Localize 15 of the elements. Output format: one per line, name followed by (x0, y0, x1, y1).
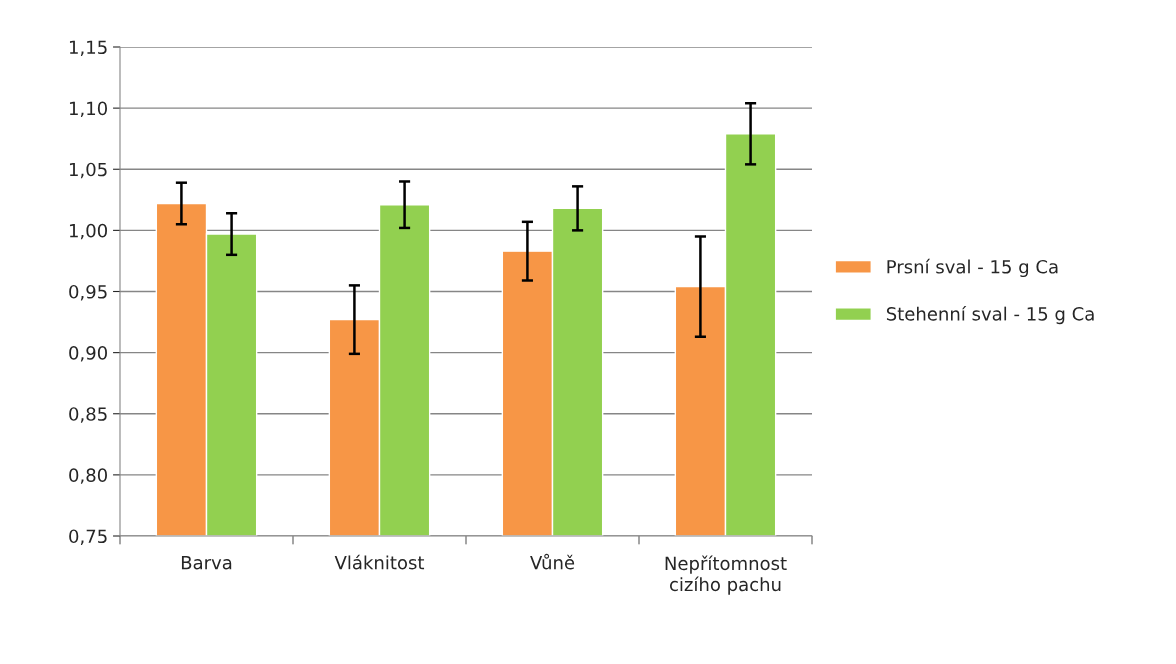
x-tick-label: Barva (181, 556, 232, 570)
x-tick-label: Vůně (530, 553, 575, 570)
x-tick-label: Nepřítomnost cizího pachu (665, 555, 787, 595)
y-tick-label: 1,00 (69, 223, 107, 240)
y-tick-label: 0,95 (69, 284, 107, 301)
y-tick-label: 1,15 (69, 40, 107, 56)
y-tick-label: 0,90 (69, 346, 107, 362)
legend-label: Prsní sval - 15 g Ca (887, 258, 1058, 278)
y-tick-label: 0,85 (69, 407, 107, 423)
y-tick-label: 0,75 (69, 529, 107, 545)
y-tick-label: 1,10 (69, 101, 107, 118)
x-tick-label: Vláknitost (334, 554, 425, 570)
y-tick-label: 1,05 (69, 162, 107, 179)
y-tick-label: 0,80 (69, 468, 107, 484)
legend-label: Stehenní sval - 15 g Ca (886, 305, 1094, 325)
